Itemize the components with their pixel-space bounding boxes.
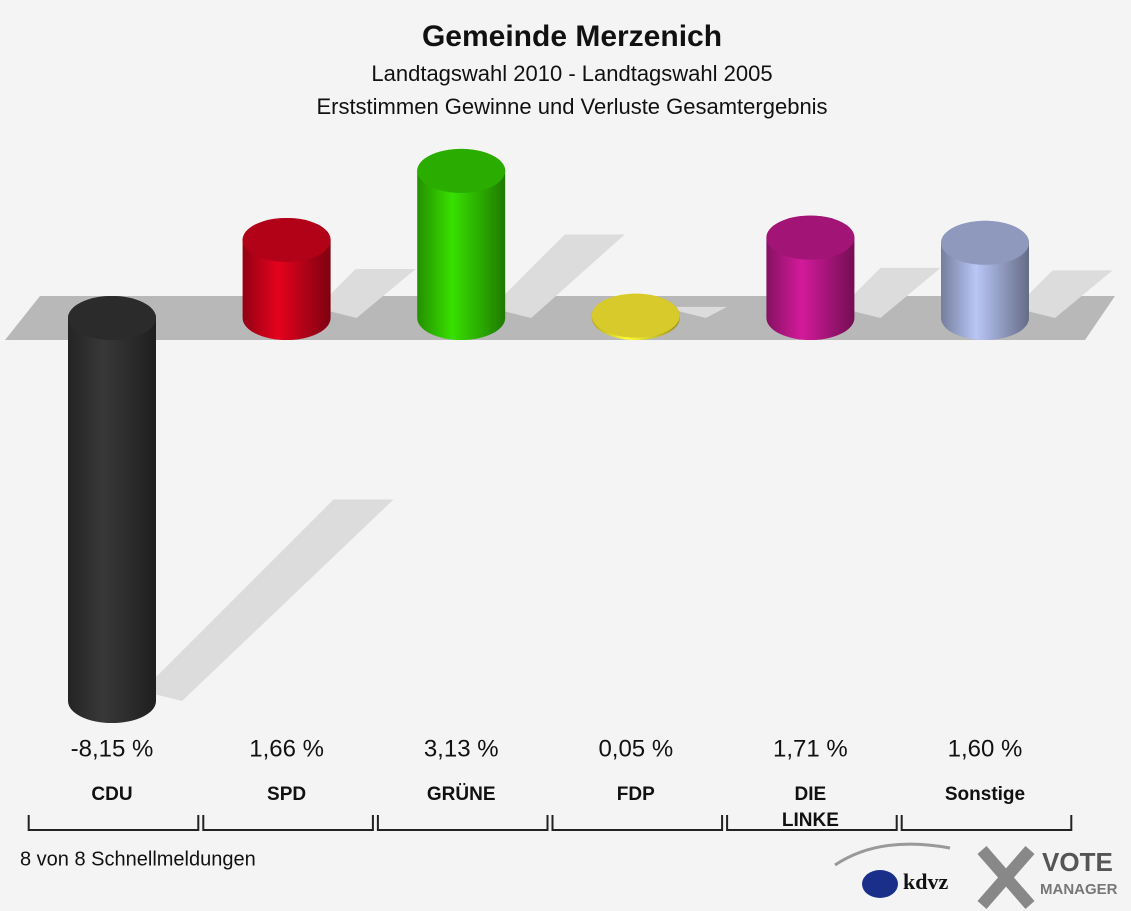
value-label: 3,13 %: [424, 735, 499, 762]
bar-cap: [941, 220, 1029, 265]
category-bracket: [551, 815, 724, 831]
chart-subtitle: Landtagswahl 2010 - Landtagswahl 2005: [371, 61, 772, 86]
bar-shadow: [316, 268, 416, 318]
bar-shadow: [1015, 270, 1113, 318]
bar-cap: [591, 293, 680, 338]
x-tick-label: SPD: [267, 784, 306, 805]
value-label: 1,60 %: [948, 735, 1023, 762]
bar: [68, 296, 156, 724]
category-bracket: [376, 815, 549, 831]
category-bracket: [27, 815, 200, 831]
logo-icon: [862, 870, 898, 898]
bar-cap: [417, 148, 506, 193]
bar-shadow: [840, 267, 941, 318]
logo-swoosh: [834, 842, 951, 867]
chart-subtitle: Erststimmen Gewinne und Verluste Gesamte…: [316, 94, 827, 119]
logo-x: [977, 846, 1035, 909]
bar-cap: [68, 296, 156, 340]
category-bracket: [726, 815, 898, 831]
bar-shadow: [665, 306, 727, 318]
x-tick-label: FDP: [617, 784, 655, 805]
x-tick-label: Sonstige: [945, 784, 1025, 805]
footnote: 8 von 8 Schnellmeldungen: [20, 848, 256, 870]
x-tick-label: CDU: [91, 784, 132, 805]
x-tick-label: GRÜNE: [427, 784, 496, 805]
chart-title: Gemeinde Merzenich: [422, 20, 722, 53]
category-bracket: [202, 815, 374, 831]
value-label: 1,66 %: [249, 735, 324, 762]
value-label: 1,71 %: [773, 735, 848, 762]
x-tick-label: DIE LINKE: [782, 784, 839, 831]
logo-product: VOTE: [1042, 847, 1113, 877]
value-label: 0,05 %: [598, 735, 673, 762]
bar-shadow: [142, 499, 394, 702]
bar-cap: [242, 217, 331, 262]
bar-cap: [766, 215, 855, 260]
bar-shadow: [491, 234, 625, 318]
category-bracket: [900, 815, 1073, 831]
logo-brand: kdvz: [903, 869, 948, 894]
bar: [417, 148, 506, 340]
logo-product: MANAGER: [1040, 881, 1118, 898]
value-label: -8,15 %: [71, 735, 154, 762]
